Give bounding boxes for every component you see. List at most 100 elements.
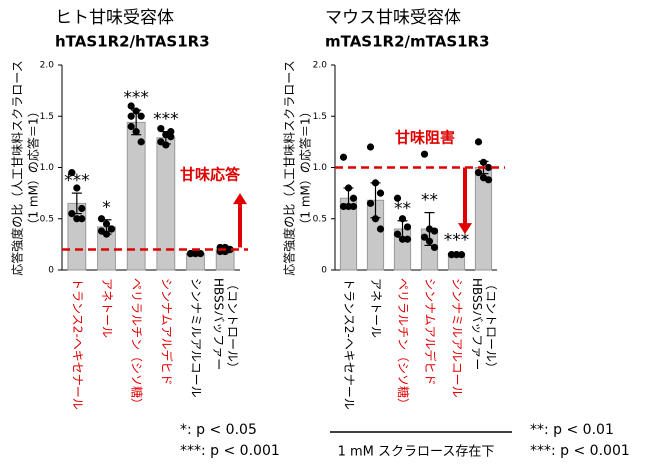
- data-point: [167, 128, 175, 136]
- data-point: [73, 215, 81, 223]
- data-point: [366, 199, 375, 207]
- data-point: [127, 112, 135, 120]
- data-point: [452, 251, 461, 259]
- value-label: *: [102, 198, 111, 218]
- x-tick-label: アネトール: [369, 278, 383, 338]
- value-label: ***: [123, 88, 149, 108]
- y-tick-label: 1.5: [313, 112, 327, 122]
- chart-title: ヒト甘味受容体: [55, 8, 174, 28]
- x-tick-label: HBSSバッファー: [470, 278, 484, 370]
- y-tick-label: 0: [321, 266, 327, 276]
- data-point: [474, 169, 483, 177]
- y-tick-label: 0.5: [40, 214, 54, 224]
- data-point: [398, 235, 407, 243]
- data-point: [162, 141, 170, 149]
- data-point: [68, 169, 76, 177]
- data-point: [479, 158, 488, 166]
- data-point: [102, 220, 111, 228]
- x-axis-label: 1 mM スクラロース存在下: [338, 445, 495, 460]
- x-tick-label: （コントロール）: [484, 278, 498, 374]
- data-point: [376, 189, 385, 197]
- data-point: [403, 223, 412, 231]
- chart-subtitle: mTAS1R2/mTAS1R3: [325, 33, 490, 51]
- data-point: [371, 215, 380, 223]
- data-point: [484, 163, 493, 172]
- y-tick-label: 0.5: [313, 214, 327, 224]
- x-tick-label: ペリラルチン（シソ糖）: [130, 278, 145, 410]
- footnote: *: p < 0.05: [180, 422, 257, 438]
- data-point: [167, 133, 175, 141]
- data-point: [132, 128, 140, 136]
- x-tick-label: シンナミルアルコール: [450, 278, 464, 398]
- data-point: [78, 215, 86, 223]
- data-point: [398, 215, 407, 223]
- data-point: [339, 153, 348, 161]
- y-axis-label: 応答強度の比（人工甘味料スクラロース: [282, 60, 297, 275]
- data-point: [393, 230, 402, 238]
- y-tick-label: 0: [48, 266, 54, 276]
- footnote: ***: p < 0.001: [180, 443, 280, 459]
- data-point: [349, 194, 358, 202]
- x-tick-label: アネトール: [100, 278, 114, 338]
- data-point: [68, 210, 76, 218]
- x-tick-label: シンナムアルデヒド: [423, 278, 438, 386]
- y-tick-label: 1.5: [40, 112, 54, 122]
- data-point: [137, 112, 145, 120]
- data-point: [73, 184, 81, 192]
- data-point: [344, 202, 353, 211]
- footnote: ***: p < 0.001: [530, 443, 630, 459]
- data-point: [349, 202, 358, 211]
- data-point: [430, 243, 439, 252]
- data-point: [376, 225, 385, 233]
- annotation: 甘味応答: [180, 166, 241, 184]
- y-axis-label: （1 mM）の応答＝1）: [26, 105, 41, 230]
- value-label: ***: [153, 110, 179, 130]
- y-tick-label: 2.0: [313, 61, 328, 71]
- x-tick-label: シンナミルアルコール: [189, 278, 203, 398]
- y-tick-label: 2.0: [40, 61, 55, 71]
- data-point: [425, 237, 434, 245]
- data-point: [196, 250, 205, 258]
- data-point: [430, 227, 439, 235]
- data-point: [137, 138, 145, 146]
- data-point: [484, 176, 493, 184]
- data-point: [157, 124, 165, 133]
- footnote: **: p < 0.01: [530, 422, 614, 438]
- x-tick-label: ペリラルチン（シソ糖）: [396, 278, 411, 410]
- value-label: **: [421, 191, 438, 211]
- data-point: [420, 233, 429, 241]
- y-axis-label: （1 mM）の応答＝1）: [298, 105, 313, 230]
- y-axis-label: 応答強度の比（人工甘味料スクラロース: [10, 60, 25, 275]
- chart-title: マウス甘味受容体: [325, 8, 461, 28]
- data-point: [127, 122, 135, 131]
- value-label: ***: [444, 231, 470, 251]
- data-point: [366, 143, 375, 151]
- data-point: [127, 102, 135, 110]
- data-point: [403, 235, 412, 243]
- x-tick-label: トランス2-ヘキセナール: [70, 278, 84, 410]
- value-label: ***: [64, 171, 90, 191]
- data-point: [186, 250, 195, 258]
- arrow-head: [458, 223, 472, 235]
- y-tick-label: 1.0: [313, 163, 328, 173]
- x-tick-label: シンナムアルデヒド: [159, 278, 174, 386]
- chart-subtitle: hTAS1R2/hTAS1R3: [55, 33, 210, 51]
- data-point: [78, 204, 86, 213]
- y-tick-label: 1.0: [40, 163, 55, 173]
- arrow-head: [233, 193, 247, 205]
- annotation: 甘味阻害: [395, 129, 455, 147]
- data-point: [393, 194, 402, 202]
- value-label: **: [394, 199, 411, 219]
- data-point: [191, 250, 200, 258]
- data-point: [474, 138, 483, 146]
- data-point: [344, 184, 353, 192]
- x-tick-label: トランス2-ヘキセナール: [342, 278, 356, 410]
- data-point: [447, 251, 456, 259]
- data-point: [107, 225, 116, 233]
- data-point: [97, 215, 106, 223]
- data-point: [339, 202, 348, 211]
- data-point: [371, 179, 380, 187]
- x-tick-label: HBSSバッファー: [212, 278, 226, 370]
- data-point: [420, 150, 429, 158]
